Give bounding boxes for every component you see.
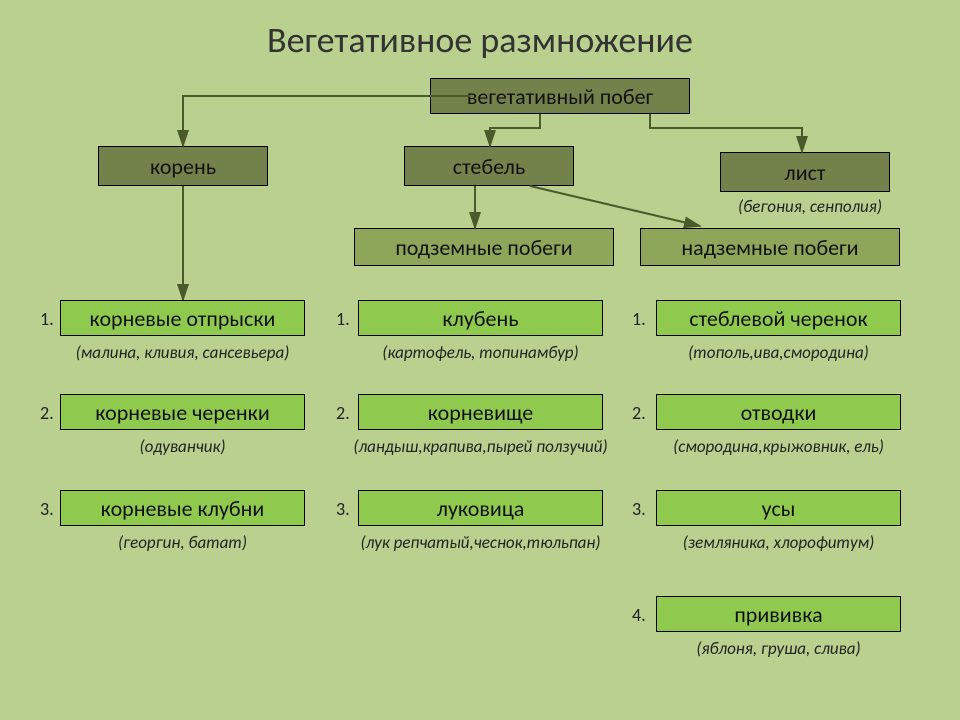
node-aboveground-label: надземные побеги — [681, 234, 858, 261]
example-middle-1: (ландыш,крапива,пырей ползучий) — [338, 436, 623, 457]
node-koren-label: корень — [150, 153, 216, 180]
arrow-root-to-koren — [183, 96, 470, 146]
node-underground: подземные побеги — [354, 228, 614, 266]
number-middle-1: 2. — [336, 402, 350, 424]
item-middle-2-label: луковица — [437, 495, 525, 522]
example-middle-2: (лук репчатый,чеснок,тюльпан) — [338, 532, 623, 553]
item-middle-1: корневище — [358, 394, 603, 430]
item-middle-2: луковица — [358, 490, 603, 526]
node-koren: корень — [98, 146, 268, 186]
number-right-1: 2. — [632, 402, 646, 424]
number-middle-2: 3. — [336, 498, 350, 520]
title-text: Вегетативное размножение — [267, 18, 693, 62]
number-left-2: 3. — [40, 498, 54, 520]
arrow-stebel-to-nadz — [530, 186, 700, 226]
example-right-1: (смородина,крыжовник, ель) — [636, 436, 921, 457]
number-right-3: 4. — [632, 604, 646, 626]
item-right-1: отводки — [656, 394, 901, 430]
node-stebel-label: стебель — [453, 153, 525, 180]
item-middle-1-label: корневище — [428, 399, 533, 426]
node-underground-label: подземные побеги — [395, 234, 572, 261]
item-middle-0-label: клубень — [442, 305, 518, 332]
arrow-root-to-stebel — [490, 114, 540, 146]
item-left-2: корневые клубни — [60, 490, 305, 526]
example-middle-0: (картофель, топинамбур) — [338, 342, 623, 363]
page-title: Вегетативное размножение — [0, 18, 960, 62]
item-left-1: корневые черенки — [60, 394, 305, 430]
node-stebel: стебель — [404, 146, 574, 186]
item-left-1-label: корневые черенки — [95, 399, 270, 426]
number-left-1: 2. — [40, 402, 54, 424]
item-left-0: корневые отпрыски — [60, 300, 305, 336]
example-right-2: (земляника, хлорофитум) — [636, 532, 921, 553]
example-right-3: (яблоня, груша, слива) — [636, 638, 921, 659]
node-root: вегетативный побег — [430, 78, 690, 114]
example-list: (бегония, сенполия) — [700, 196, 920, 217]
item-right-0: стеблевой черенок — [656, 300, 901, 336]
item-left-2-label: корневые клубни — [101, 495, 265, 522]
arrow-root-to-list — [650, 114, 802, 152]
number-right-2: 3. — [632, 498, 646, 520]
item-right-2: усы — [656, 490, 901, 526]
example-left-1: (одуванчик) — [40, 436, 325, 457]
node-aboveground: надземные побеги — [640, 228, 900, 266]
item-right-3: прививка — [656, 596, 901, 632]
example-left-2: (георгин, батат) — [40, 532, 325, 553]
node-list: лист — [720, 152, 890, 192]
number-middle-0: 1. — [336, 308, 350, 330]
item-right-1-label: отводки — [741, 399, 817, 426]
item-right-2-label: усы — [762, 495, 796, 522]
number-right-0: 1. — [632, 308, 646, 330]
example-left-0: (малина, кливия, сансевьера) — [40, 342, 325, 363]
item-right-0-label: стеблевой черенок — [689, 305, 867, 332]
example-right-0: (тополь,ива,смородина) — [636, 342, 921, 363]
number-left-0: 1. — [40, 308, 54, 330]
item-middle-0: клубень — [358, 300, 603, 336]
node-root-label: вегетативный побег — [467, 83, 653, 110]
item-right-3-label: прививка — [734, 601, 822, 628]
item-left-0-label: корневые отпрыски — [90, 305, 276, 332]
node-list-label: лист — [785, 159, 826, 186]
